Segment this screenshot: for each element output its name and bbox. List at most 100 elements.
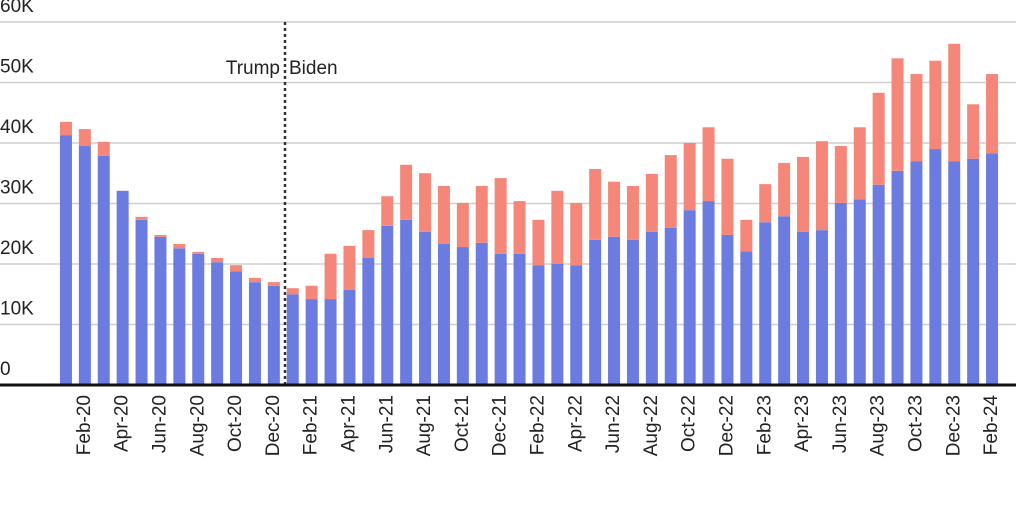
x-tick-label: Feb-21 (301, 395, 322, 455)
bar-segment (324, 299, 337, 385)
bar-segment (135, 216, 148, 220)
bar-segment (78, 129, 91, 147)
bar-segment (400, 164, 413, 220)
bar-segment (192, 251, 205, 254)
y-tick-label: 40K (0, 117, 34, 138)
bar-segment (419, 231, 432, 385)
bar-segment (910, 74, 923, 162)
bar-segment (589, 169, 602, 240)
x-tick-label: Jun-22 (603, 395, 624, 453)
bar-segment (286, 288, 299, 295)
bar-segment (872, 92, 885, 185)
bar-segment (513, 253, 526, 385)
bar-segment (815, 230, 828, 385)
bar-segment (929, 149, 942, 385)
bar-segment (721, 234, 734, 385)
x-tick-label: Dec-21 (490, 395, 511, 456)
x-tick-label: Feb-22 (527, 395, 548, 455)
bar-segment (362, 257, 375, 385)
annotation: Trump (226, 58, 280, 79)
x-tick-label: Oct-21 (452, 395, 473, 452)
x-tick-label: Oct-20 (225, 395, 246, 452)
bar-segment (97, 141, 110, 156)
bar-segment (910, 161, 923, 385)
bar-segment (664, 227, 677, 385)
x-tick-label: Feb-20 (74, 395, 95, 455)
bar-segment (570, 202, 583, 266)
x-tick-label: Oct-22 (679, 395, 700, 452)
bar-segment (853, 199, 866, 385)
bar-segment (286, 294, 299, 385)
bar-segment (305, 299, 318, 385)
x-tick-label: Jun-21 (376, 395, 397, 453)
bar-segment (248, 282, 261, 385)
bar-segment (740, 219, 753, 252)
bar-segment (967, 158, 980, 385)
bar-segment (173, 248, 186, 385)
y-tick-label: 30K (0, 178, 34, 199)
bar-segment (664, 155, 677, 228)
x-tick-label: Apr-22 (565, 395, 586, 452)
bars (59, 43, 999, 385)
bar-segment (475, 185, 488, 243)
bar-segment (948, 43, 961, 162)
bar-segment (683, 210, 696, 385)
bar-segment (853, 127, 866, 200)
bar-segment (400, 219, 413, 385)
bar-segment (230, 271, 243, 385)
bar-segment (702, 201, 715, 385)
bar-segment (551, 190, 564, 264)
bar-segment (834, 202, 847, 385)
x-tick-label: Aug-23 (868, 395, 889, 456)
bar-segment (59, 121, 72, 136)
bar-segment (986, 153, 999, 385)
x-tick-label: Oct-23 (905, 395, 926, 452)
bar-segment (759, 184, 772, 223)
y-tick-label: 60K (0, 0, 34, 17)
bar-segment (967, 104, 980, 159)
bar-segment (97, 155, 110, 385)
bar-segment (324, 253, 337, 300)
bar-segment (116, 190, 129, 385)
bar-segment (211, 257, 224, 263)
bar-segment (645, 173, 658, 232)
bar-segment (759, 222, 772, 385)
x-tick-label: Apr-21 (338, 395, 359, 452)
x-tick-label: Dec-23 (943, 395, 964, 456)
bar-segment (570, 265, 583, 385)
bar-segment (721, 158, 734, 235)
bar-segment (797, 231, 810, 385)
bar-segment (173, 244, 186, 249)
bar-segment (834, 146, 847, 203)
bar-segment (626, 185, 639, 240)
bar-segment (267, 285, 280, 385)
bar-segment (192, 253, 205, 385)
bar-segment (513, 201, 526, 254)
bar-segment (248, 277, 261, 283)
bar-segment (59, 135, 72, 385)
bar-segment (362, 230, 375, 258)
y-tick-label: 20K (0, 238, 34, 259)
y-tick-label: 10K (0, 299, 34, 320)
x-tick-label: Dec-20 (263, 395, 284, 456)
bar-segment (78, 146, 91, 385)
x-tick-label: Feb-24 (981, 395, 1002, 456)
bar-segment (778, 162, 791, 217)
bar-segment (154, 236, 167, 385)
bar-segment (532, 265, 545, 385)
bar-segment (948, 161, 961, 385)
bar-segment (343, 245, 356, 291)
x-tick-label: Aug-20 (187, 395, 208, 456)
annotation: Biden (289, 58, 338, 79)
x-tick-label: Feb-23 (754, 395, 775, 455)
x-tick-label: Jun-20 (149, 395, 170, 453)
x-tick-label: Jun-23 (830, 395, 851, 453)
y-tick-label: 0 (0, 359, 11, 380)
bar-segment (891, 58, 904, 171)
bar-segment (494, 178, 507, 254)
bar-segment (551, 264, 564, 385)
bar-segment (778, 216, 791, 385)
bar-segment (645, 231, 658, 385)
bar-segment (230, 265, 243, 272)
